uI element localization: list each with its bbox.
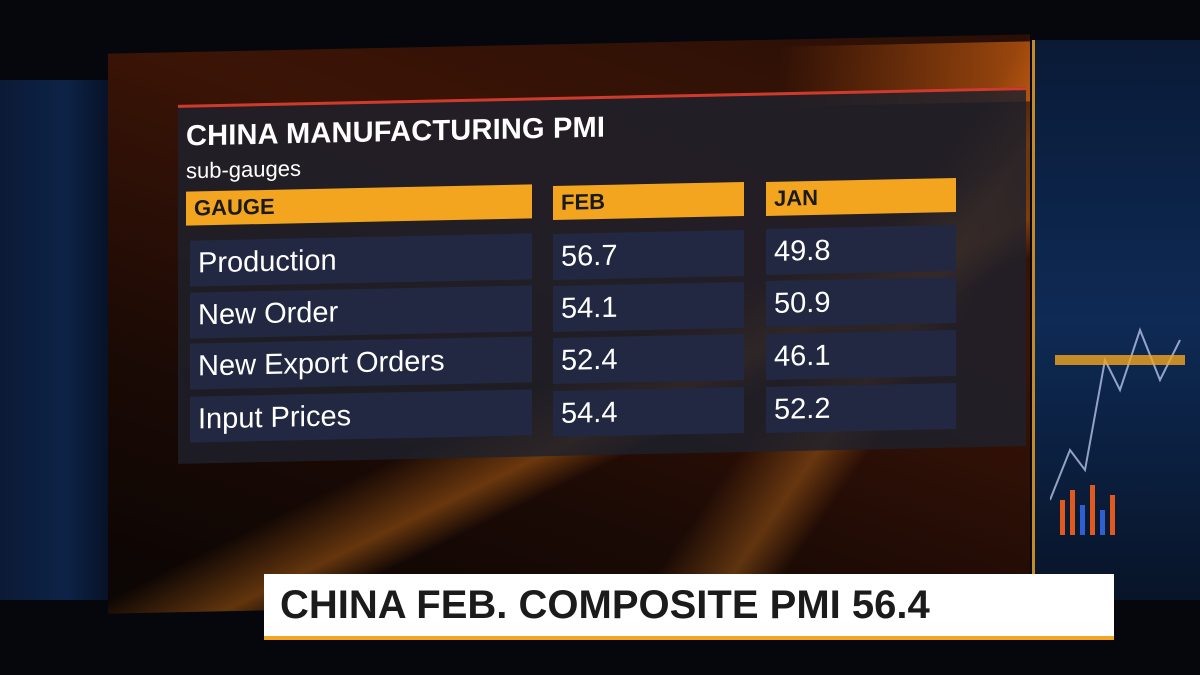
table-subtitle: sub-gauges — [186, 155, 301, 184]
row-input-prices-label: Input Prices — [190, 389, 532, 443]
background-chart-lines — [1050, 327, 1185, 535]
row-input-prices-jan: 52.2 — [766, 383, 956, 433]
background-left-screen — [0, 80, 113, 600]
row-new-export-orders-feb: 52.4 — [553, 333, 744, 385]
row-input-prices-feb: 54.4 — [553, 386, 744, 438]
row-production-feb: 56.7 — [553, 229, 744, 281]
header-jan: JAN — [766, 178, 956, 216]
lower-third-headline: CHINA FEB. COMPOSITE PMI 56.4 — [264, 574, 1114, 640]
header-gauge: GAUGE — [186, 184, 532, 226]
row-production-label: Production — [190, 233, 532, 287]
headline-text: CHINA FEB. COMPOSITE PMI 56.4 — [280, 582, 930, 627]
row-production-jan: 49.8 — [766, 225, 956, 275]
row-new-export-orders-label: New Export Orders — [190, 336, 532, 390]
row-new-order-jan: 50.9 — [766, 277, 956, 327]
background-right-screen — [1032, 40, 1200, 600]
row-new-export-orders-jan: 46.1 — [766, 330, 956, 380]
row-new-order-feb: 54.1 — [553, 281, 744, 333]
row-new-order-label: New Order — [190, 285, 532, 339]
header-feb: FEB — [553, 181, 744, 221]
